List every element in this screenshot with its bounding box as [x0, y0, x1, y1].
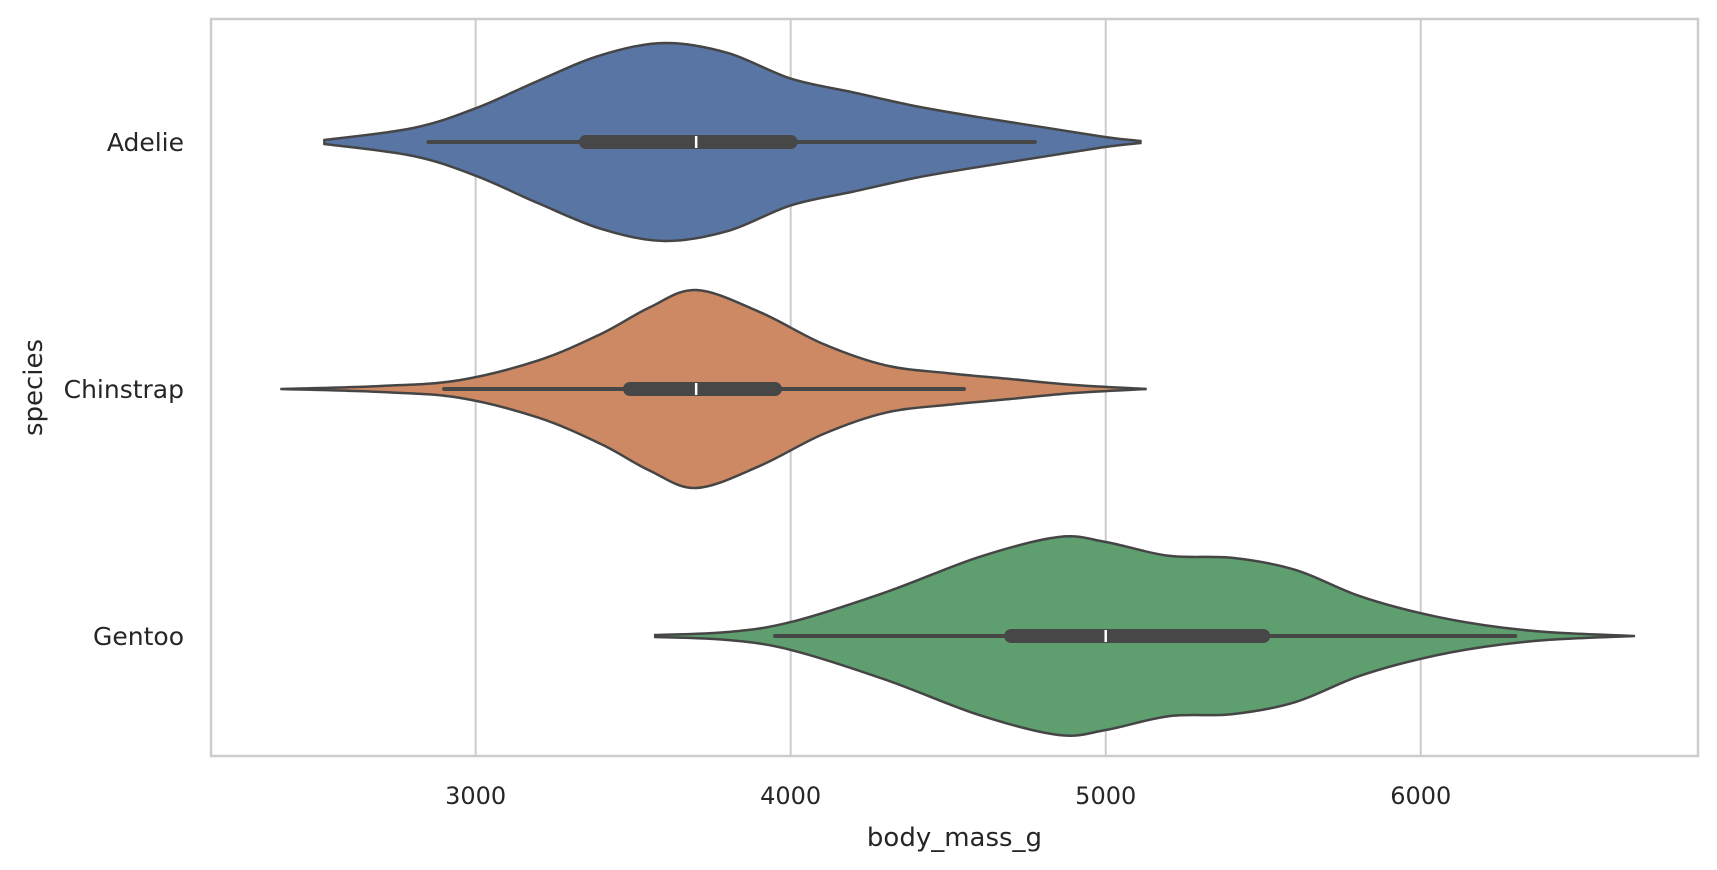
y-category-label: Adelie	[107, 128, 184, 157]
x-axis-title: body_mass_g	[867, 823, 1042, 853]
violins	[280, 41, 1636, 737]
x-tick-label: 5000	[1075, 782, 1136, 810]
x-tick-labels: 3000 4000 5000 6000	[445, 782, 1451, 810]
x-tick-label: 6000	[1390, 782, 1451, 810]
y-axis-title: species	[19, 339, 49, 436]
violin-adelie	[323, 41, 1142, 243]
y-category-labels: Adelie Chinstrap Gentoo	[64, 128, 184, 651]
plot-frame	[209, 17, 1700, 758]
y-category-label: Chinstrap	[64, 375, 184, 404]
y-category-label: Gentoo	[93, 622, 184, 651]
x-tick-label: 3000	[445, 782, 506, 810]
violin-chinstrap	[280, 288, 1147, 490]
x-tick-label: 4000	[760, 782, 821, 810]
violin-gentoo	[653, 535, 1636, 737]
